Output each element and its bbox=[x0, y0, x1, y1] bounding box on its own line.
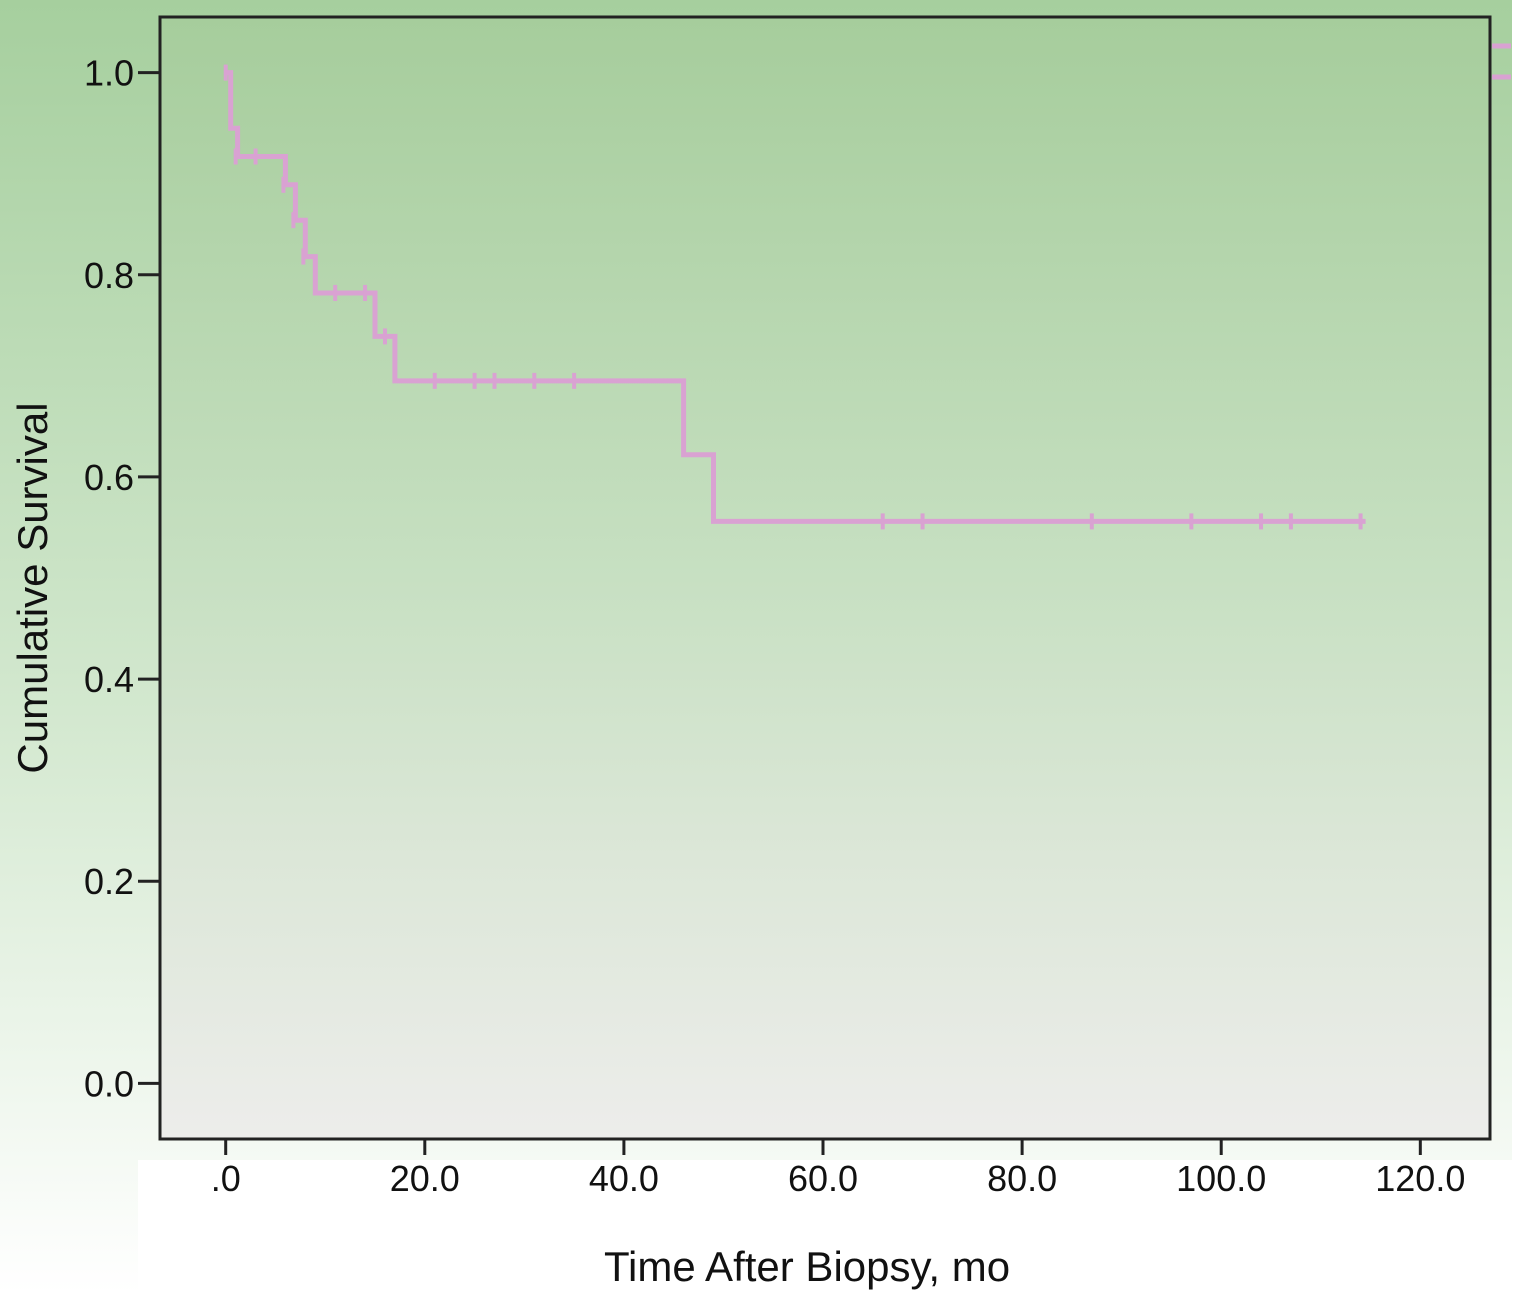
y-tick-label: 0.8 bbox=[84, 255, 134, 296]
y-tick-label: 0.6 bbox=[84, 457, 134, 498]
x-axis: .0 20.0 40.0 60.0 80.0 100.0 120.0 bbox=[211, 1139, 1465, 1199]
legend-fragment bbox=[1492, 43, 1511, 80]
y-tick-label: 0.2 bbox=[84, 861, 134, 902]
plot-area bbox=[158, 15, 1492, 1141]
y-tick-label: 0.4 bbox=[84, 659, 134, 700]
series-layer bbox=[223, 64, 1366, 530]
y-axis-title: Cumulative Survival bbox=[9, 402, 56, 773]
x-tick-label: .0 bbox=[211, 1158, 241, 1199]
x-tick-label: 80.0 bbox=[987, 1158, 1057, 1199]
x-tick-label: 40.0 bbox=[589, 1158, 659, 1199]
y-tick-label: 0.0 bbox=[84, 1063, 134, 1104]
x-tick-label: 20.0 bbox=[390, 1158, 460, 1199]
lower-white-band bbox=[138, 1160, 1521, 1293]
survival-curve-0 bbox=[225, 70, 1366, 524]
x-tick-label: 60.0 bbox=[788, 1158, 858, 1199]
x-tick-label: 100.0 bbox=[1176, 1158, 1266, 1199]
x-tick-label: 120.0 bbox=[1375, 1158, 1465, 1199]
x-axis-title: Time After Biopsy, mo bbox=[604, 1243, 1010, 1290]
y-axis: 0.0 0.2 0.4 0.6 0.8 1.0 bbox=[84, 53, 160, 1104]
y-tick-label: 1.0 bbox=[84, 53, 134, 94]
